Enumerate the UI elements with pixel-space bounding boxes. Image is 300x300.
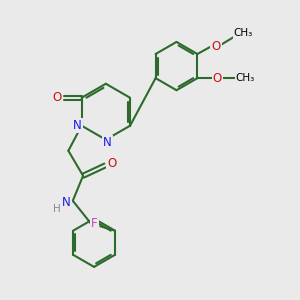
Text: O: O <box>213 72 222 85</box>
Text: O: O <box>53 91 62 104</box>
Text: N: N <box>62 196 71 209</box>
Text: N: N <box>73 119 82 132</box>
Text: CH₃: CH₃ <box>233 28 253 38</box>
Text: H: H <box>53 204 61 214</box>
Text: CH₃: CH₃ <box>236 73 255 83</box>
Text: O: O <box>107 157 116 169</box>
Text: N: N <box>103 136 112 148</box>
Text: F: F <box>91 218 98 230</box>
Text: O: O <box>211 40 220 52</box>
